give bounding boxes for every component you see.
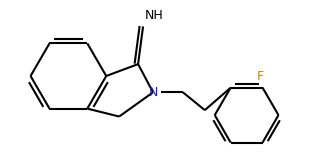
Text: NH: NH [145,9,164,22]
Text: F: F [257,70,264,83]
Text: N: N [148,86,158,99]
